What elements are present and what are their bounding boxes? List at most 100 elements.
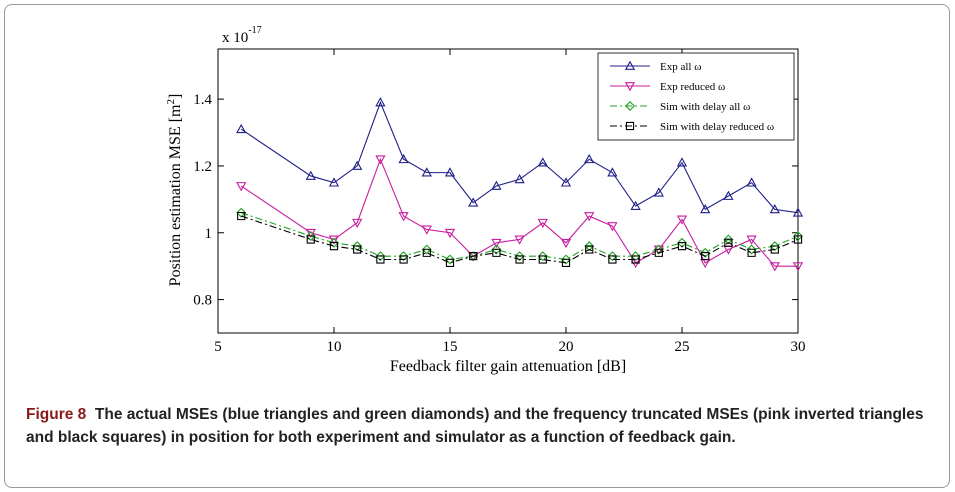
x-axis-label: Feedback filter gain attenuation [dB] — [390, 358, 626, 375]
data-point — [607, 251, 618, 262]
y-tick-label: 1.4 — [193, 92, 212, 108]
series-layer — [236, 97, 804, 272]
data-point — [328, 177, 340, 187]
data-point — [584, 153, 595, 164]
data-point — [747, 248, 756, 257]
data-point — [723, 234, 734, 245]
y-axis-label: Position estimation MSE [m2] — [165, 94, 184, 287]
data-point — [537, 251, 548, 262]
legend-marker — [624, 82, 636, 92]
data-point — [514, 251, 525, 262]
data-point — [631, 255, 640, 264]
legend-marker — [625, 101, 635, 111]
data-point — [700, 204, 711, 214]
data-point — [769, 262, 780, 272]
data-point — [676, 157, 688, 167]
series-line — [241, 212, 799, 261]
data-point — [701, 252, 710, 261]
data-point — [700, 247, 711, 258]
data-point — [538, 255, 547, 264]
data-point — [607, 167, 618, 177]
y-tick-label: 1.2 — [193, 159, 212, 175]
data-point — [375, 155, 386, 165]
x-tick-label: 20 — [559, 339, 574, 355]
data-point — [352, 218, 363, 229]
data-point — [561, 254, 571, 265]
data-point — [329, 237, 339, 248]
data-point — [537, 218, 548, 229]
series-line — [240, 100, 799, 214]
series-line — [240, 157, 798, 267]
data-point — [793, 231, 803, 242]
legend-items: Exp all ω Exp reduced ω Sim with delay all… — [610, 60, 774, 133]
data-point — [422, 248, 431, 257]
data-point — [491, 238, 502, 249]
axis-ticks: 5 10 15 20 25 30 0.8 1 1.2 1.4 — [193, 49, 806, 355]
series-line — [241, 215, 799, 264]
legend-marker — [625, 121, 635, 131]
data-point — [491, 244, 502, 255]
data-point — [792, 207, 804, 217]
x-tick-label: 30 — [791, 339, 806, 355]
legend: Exp all ω Exp reduced ω Sim with delay all… — [597, 52, 795, 141]
data-point — [514, 235, 525, 245]
data-point — [444, 228, 456, 239]
caption-text: The actual MSEs (blue triangles and gree… — [26, 406, 924, 446]
data-point — [329, 242, 339, 251]
data-point — [445, 254, 455, 265]
data-point — [584, 241, 595, 252]
data-point — [398, 251, 409, 262]
data-point — [585, 245, 594, 254]
data-point — [352, 241, 363, 252]
mse-chart: 5 10 15 20 25 30 0.8 1 1.2 1.4 x 10-17 Feedback f… — [165, 25, 806, 375]
data-point — [746, 235, 757, 245]
legend-label: Sim with delay reduced ω — [660, 121, 774, 133]
data-point — [236, 182, 247, 192]
data-point — [607, 222, 618, 232]
data-point — [328, 235, 340, 245]
data-point — [724, 238, 733, 247]
x-tick-label: 25 — [675, 339, 690, 355]
data-point — [236, 123, 247, 134]
data-point — [305, 231, 316, 242]
data-point — [353, 245, 362, 254]
data-point — [468, 197, 479, 207]
legend-label: Sim with delay all ω — [660, 101, 750, 113]
data-point — [561, 258, 571, 267]
data-point — [468, 251, 479, 262]
data-point — [421, 225, 432, 235]
data-point — [677, 242, 687, 251]
figure-label: Figure 8 — [26, 406, 87, 423]
series-1 — [236, 97, 804, 217]
data-point — [653, 245, 664, 255]
data-point — [792, 262, 804, 272]
data-point — [305, 228, 316, 239]
data-point — [653, 187, 664, 197]
data-point — [630, 200, 641, 210]
x-tick-label: 10 — [327, 339, 342, 355]
data-point — [746, 244, 757, 255]
data-point — [769, 241, 780, 252]
data-point — [421, 244, 432, 255]
legend-marker — [624, 60, 636, 70]
data-point — [376, 255, 385, 264]
data-point — [515, 255, 524, 264]
scale-label: x 10-17 — [222, 25, 262, 46]
data-point — [399, 255, 408, 264]
data-point — [560, 177, 572, 187]
data-point — [445, 258, 455, 267]
y-tick-label: 0.8 — [193, 293, 212, 309]
y-tick-label: 1 — [205, 226, 213, 242]
data-point — [723, 190, 734, 200]
data-point — [492, 248, 501, 257]
data-point — [653, 244, 664, 255]
data-point — [584, 212, 595, 222]
legend-box — [597, 52, 795, 141]
data-point — [746, 177, 757, 187]
data-point — [352, 160, 363, 170]
x-tick-label: 15 — [443, 339, 458, 355]
legend-label: Exp all ω — [660, 61, 701, 73]
data-point — [444, 167, 456, 177]
data-point — [421, 167, 432, 177]
data-point — [469, 252, 478, 261]
